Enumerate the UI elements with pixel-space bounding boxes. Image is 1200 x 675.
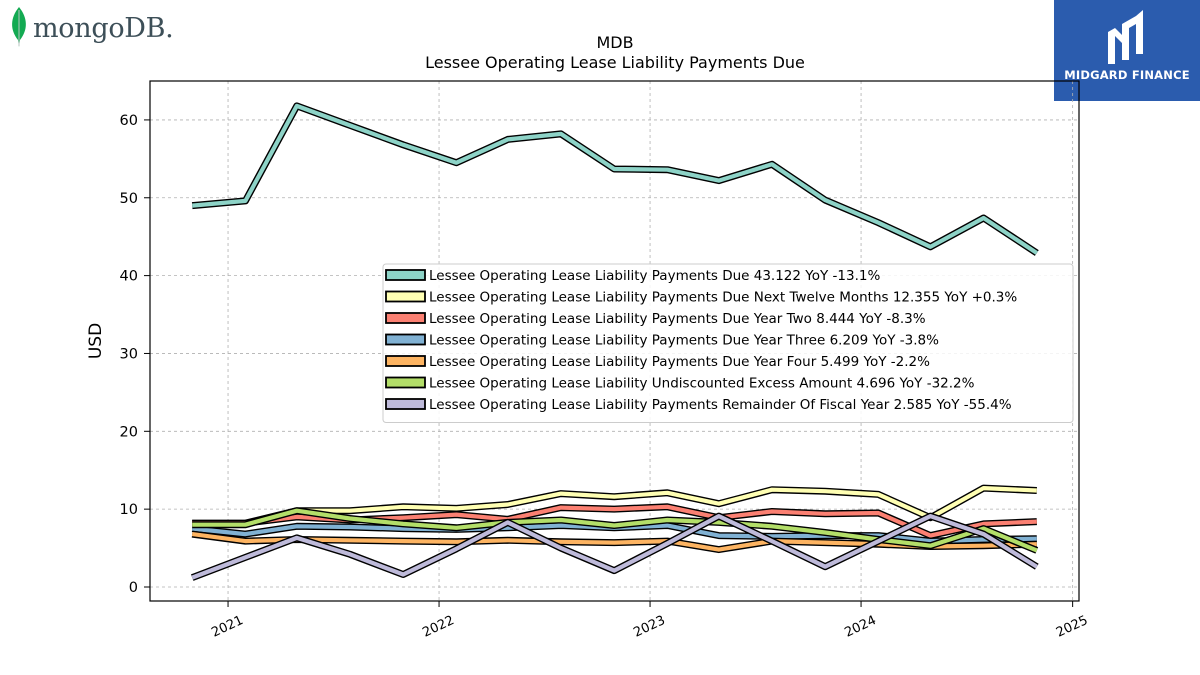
legend: Lessee Operating Lease Liability Payment… [382, 263, 1074, 423]
mongodb-logo: mongoDB. [4, 4, 174, 48]
legend-label: Lessee Operating Lease Liability Undisco… [429, 376, 975, 392]
legend-swatch [385, 333, 426, 346]
series-line [192, 486, 1037, 526]
y-tick-label: 30 [120, 346, 138, 362]
legend-label: Lessee Operating Lease Liability Payment… [429, 397, 1012, 413]
legend-swatch [385, 269, 426, 281]
series-line [192, 508, 1038, 553]
y-tick-label: 20 [120, 424, 138, 440]
mongodb-wordmark: mongoDB. [33, 13, 174, 44]
y-tick-label: 10 [120, 502, 138, 518]
y-axis-label: USD [86, 323, 106, 359]
y-tick-label: 40 [120, 269, 138, 285]
legend-label: Lessee Operating Lease Liability Payment… [429, 290, 1017, 306]
legend-box [382, 263, 1074, 423]
y-axis: 0 10 20 30 40 50 60 [120, 113, 150, 596]
x-tick-label: 2021 [209, 613, 245, 641]
legend-label: Lessee Operating Lease Liability Payment… [429, 268, 880, 284]
x-axis: 2021 2022 2023 2024 2025 [209, 601, 1090, 641]
plot-frame [149, 80, 1080, 602]
series-line-outline [191, 102, 1039, 256]
y-tick-label: 50 [120, 191, 138, 207]
x-tick-label: 2022 [420, 613, 456, 641]
midgard-wordmark: MIDGARD FINANCE [1064, 68, 1190, 82]
y-tick-label: 0 [129, 580, 138, 596]
series-line [191, 513, 1038, 580]
midgard-finance-logo: MIDGARD FINANCE [1054, 0, 1200, 101]
legend-swatch [385, 376, 426, 389]
legend-swatch [385, 355, 426, 367]
x-tick-label: 2025 [1054, 613, 1090, 641]
y-tick-label: 60 [120, 113, 138, 129]
legend-swatch [385, 312, 426, 324]
mongodb-leaf-icon [12, 7, 26, 47]
x-tick-label: 2024 [842, 613, 878, 641]
legend-swatch [385, 290, 426, 303]
series-line [192, 103, 1038, 255]
legend-label: Lessee Operating Lease Liability Payment… [429, 311, 926, 327]
chart-subtitle: Lessee Operating Lease Liability Payment… [425, 53, 805, 72]
legend-swatch [385, 398, 426, 410]
legend-label: Lessee Operating Lease Liability Payment… [429, 354, 930, 370]
midgard-mark-icon [1108, 10, 1143, 64]
x-tick-label: 2023 [631, 613, 667, 641]
legend-label: Lessee Operating Lease Liability Payment… [429, 333, 939, 349]
series-lines [190, 102, 1039, 581]
chart-title: MDB [596, 33, 633, 52]
